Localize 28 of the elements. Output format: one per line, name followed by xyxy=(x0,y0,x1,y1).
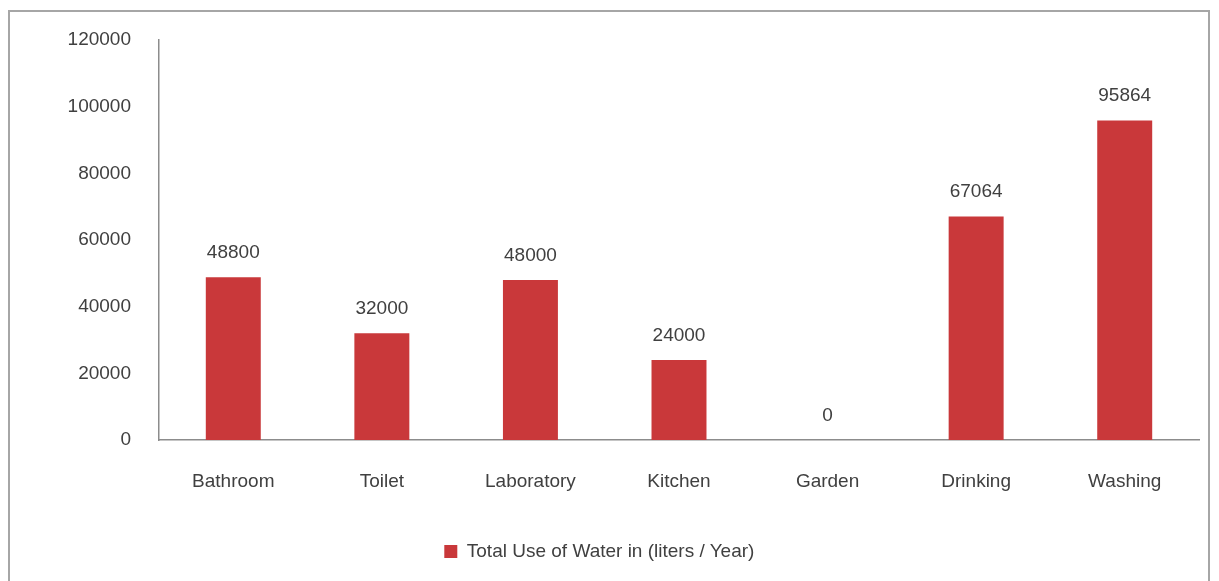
bar xyxy=(1097,120,1153,440)
x-tick-label: Laboratory xyxy=(485,469,577,491)
y-tick-label: 0 xyxy=(120,428,131,450)
data-label: 0 xyxy=(822,403,833,425)
legend-label: Total Use of Water in (liters / Year) xyxy=(466,539,755,561)
x-tick-label: Garden xyxy=(795,469,860,491)
y-tick-label: 100000 xyxy=(67,94,131,116)
data-label: 24000 xyxy=(652,323,706,345)
x-tick-label: Kitchen xyxy=(647,469,711,491)
y-tick-label: 20000 xyxy=(78,361,131,383)
x-tick-label: Toilet xyxy=(359,469,405,491)
x-tick-label: Bathroom xyxy=(192,469,275,491)
bar xyxy=(948,216,1004,440)
y-tick-label: 60000 xyxy=(78,228,131,250)
y-tick-label: 80000 xyxy=(78,161,131,183)
data-label: 67064 xyxy=(949,180,1003,202)
bar xyxy=(651,360,707,440)
data-label: 48800 xyxy=(206,241,260,263)
data-label: 48000 xyxy=(504,243,557,265)
x-tick-label: Washing xyxy=(1088,469,1162,491)
y-tick-label: 40000 xyxy=(78,294,131,316)
data-label: 95864 xyxy=(1098,84,1152,106)
bar xyxy=(354,333,410,440)
x-tick-label: Drinking xyxy=(941,469,1011,491)
bar xyxy=(502,280,558,440)
bar xyxy=(205,277,261,440)
y-tick-label: 120000 xyxy=(67,28,131,50)
data-label: 32000 xyxy=(355,297,409,319)
